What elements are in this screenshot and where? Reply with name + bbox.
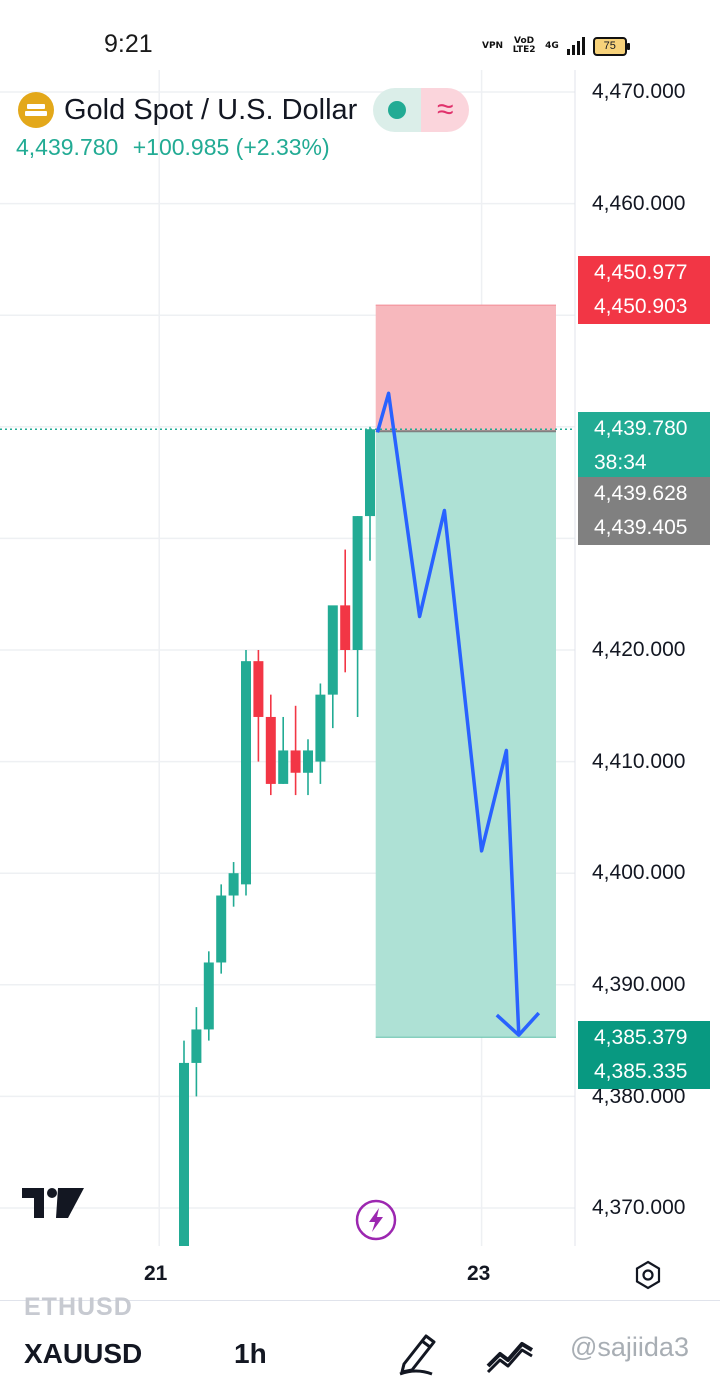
target-price-tag: 4,385.379 4,385.335 (578, 1021, 710, 1089)
clock: 9:21 (104, 30, 153, 58)
signal-icon (566, 37, 585, 55)
symbol-button[interactable]: XAUUSD (24, 1338, 143, 1369)
candle-body (265, 716, 276, 784)
symbol-header[interactable]: Gold Spot / U.S. Dollar ≈ (18, 88, 470, 132)
price-label: 4,380.000 (592, 1085, 686, 1108)
candle-body (327, 605, 338, 695)
time-label: 23 (467, 1262, 491, 1285)
4g-icon: 4G (545, 40, 559, 51)
market-open-icon[interactable] (373, 88, 422, 132)
price-quote: 4,439.780 +100.985 (+2.33%) (16, 134, 330, 161)
watermark: @sajiida3 (570, 1332, 689, 1362)
chart-settings-icon[interactable] (633, 1260, 663, 1290)
last-price-tag: 4,439.780 38:34 (578, 412, 710, 480)
interval-button[interactable]: 1h (234, 1338, 267, 1369)
candles (179, 426, 375, 1246)
status-bar: 9:21 VPN VoD LTE2 4G 75 (0, 0, 720, 80)
price-label: 4,470.000 (592, 80, 686, 103)
last-price: 4,439.780 (16, 134, 119, 160)
take-profit-zone (375, 431, 556, 1038)
candle-body (352, 516, 363, 650)
last-price-value: 4,439.780 (594, 417, 688, 440)
indicators-icon[interactable] (486, 1334, 534, 1374)
vpn-icon: VPN (482, 40, 504, 51)
time-label: 21 (144, 1262, 168, 1285)
stop-price-a: 4,450.977 (594, 261, 688, 284)
position-zones (375, 304, 556, 1038)
battery-icon: 75 (592, 36, 630, 56)
stop-loss-zone (375, 305, 556, 432)
candle-body (228, 873, 239, 896)
tradingview-logo-icon (22, 1188, 84, 1218)
entry-price-tag: 4,439.628 4,439.405 (578, 477, 710, 545)
price-label: 4,420.000 (592, 638, 686, 661)
price-label: 4,460.000 (592, 192, 686, 215)
stop-price-b: 4,450.903 (594, 295, 688, 318)
target-price-a: 4,385.379 (594, 1026, 688, 1049)
symbol-title: Gold Spot / U.S. Dollar (64, 93, 358, 126)
price-label: 4,390.000 (592, 973, 686, 996)
status-icons: VPN VoD LTE2 4G 75 (482, 32, 630, 60)
candle-body (203, 962, 214, 1030)
candle-body (315, 694, 326, 762)
candle-body (340, 605, 351, 650)
projection-overlay (0, 391, 575, 1037)
bar-countdown: 38:34 (594, 451, 647, 474)
projection-path (375, 391, 521, 1036)
price-change: +100.985 (+2.33%) (132, 134, 330, 160)
entry-price-b: 4,439.405 (594, 516, 688, 539)
bottom-toolbar (0, 1300, 720, 1390)
candle-body (290, 750, 301, 773)
candle-body (241, 661, 251, 885)
candle-body (216, 895, 227, 963)
candle-body (179, 1062, 189, 1246)
candle-body (253, 661, 264, 717)
volte-icon: VoD LTE2 (512, 36, 536, 55)
price-label: 4,410.000 (592, 750, 686, 773)
candle-body (365, 429, 375, 517)
candle-body (278, 750, 289, 784)
price-label: 4,370.000 (592, 1196, 686, 1219)
projection-arrowhead (495, 1011, 541, 1037)
market-status-pill[interactable]: ≈ (373, 88, 470, 132)
lightning-icon[interactable] (354, 1198, 398, 1242)
approx-icon[interactable]: ≈ (421, 88, 470, 132)
candle-body (191, 1029, 202, 1063)
drawing-tools-icon[interactable] (396, 1330, 438, 1376)
previous-symbol[interactable]: ETHUSD (24, 1293, 133, 1321)
gold-coin-icon (18, 92, 54, 128)
stop-price-tag: 4,450.977 4,450.903 (578, 256, 710, 324)
entry-price-a: 4,439.628 (594, 482, 688, 505)
price-chart[interactable] (0, 0, 720, 1300)
price-label: 4,400.000 (592, 861, 686, 884)
candle-body (303, 750, 313, 773)
target-price-b: 4,385.335 (594, 1060, 688, 1083)
